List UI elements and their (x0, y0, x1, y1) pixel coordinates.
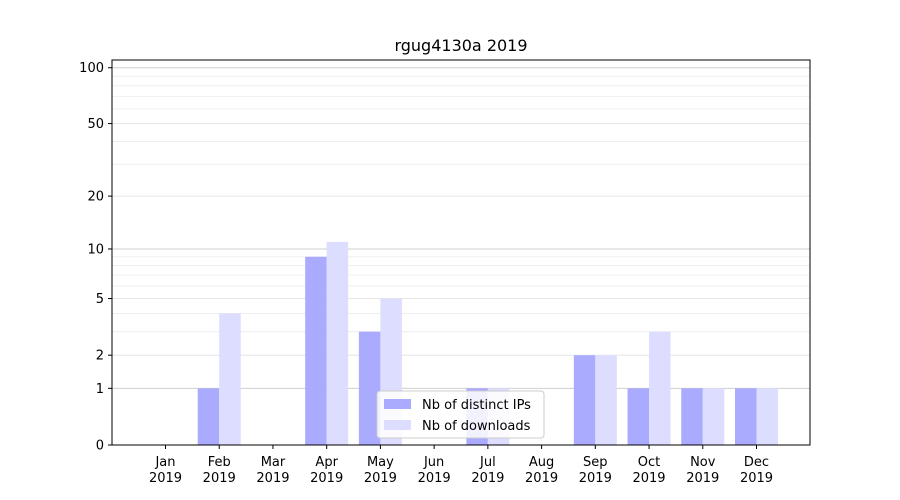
x-tick-label-year: 2019 (418, 471, 451, 486)
axes (108, 59, 811, 449)
x-tick-label-month: Apr (315, 455, 338, 470)
chart-title: rgug4130a 2019 (394, 36, 527, 55)
bar-distinct-ips-oct (627, 388, 650, 445)
y-tick-label: 1 (96, 382, 104, 397)
x-tick-label-month: Dec (744, 455, 769, 470)
y-tick-label: 0 (96, 439, 104, 454)
y-tick-label: 20 (87, 190, 104, 205)
x-tick-label-year: 2019 (471, 471, 504, 486)
legend-label: Nb of distinct IPs (422, 398, 531, 413)
bar-downloads-dec (756, 388, 778, 445)
plot-frame (111, 59, 811, 446)
bar-distinct-ips-apr (305, 256, 327, 445)
x-tick-label-year: 2019 (256, 471, 289, 486)
bar-downloads-oct (649, 331, 671, 445)
y-tick-label: 10 (87, 242, 104, 257)
legend-label: Nb of downloads (422, 419, 531, 434)
bar-distinct-ips-nov (681, 388, 703, 445)
x-tick-label-year: 2019 (525, 471, 558, 486)
bar-downloads-apr (326, 241, 349, 445)
tick-labels: 0125102050100Jan2019Feb2019Mar2019Apr201… (79, 61, 773, 486)
x-tick-label-year: 2019 (579, 471, 612, 486)
x-tick-label-month: Aug (529, 455, 554, 470)
grid-lines (112, 67, 810, 389)
y-tick-label: 100 (79, 61, 104, 76)
bar-downloads-nov (702, 388, 725, 445)
x-tick-label-month: May (367, 455, 394, 470)
x-tick-label-year: 2019 (686, 471, 719, 486)
x-tick-label-year: 2019 (310, 471, 343, 486)
x-tick-label-month: Oct (638, 455, 660, 470)
x-tick-label-month: Jan (154, 455, 175, 470)
y-tick-label: 5 (96, 292, 104, 307)
x-tick-label-month: Feb (208, 455, 231, 470)
x-tick-label-year: 2019 (149, 471, 182, 486)
y-tick-label: 50 (87, 117, 104, 132)
bar-distinct-ips-may (358, 331, 381, 445)
legend-swatch (384, 420, 411, 430)
bar-downloads-feb (219, 313, 241, 445)
x-tick-label-year: 2019 (364, 471, 397, 486)
bar-distinct-ips-sep (573, 355, 596, 445)
legend-swatch (384, 399, 411, 409)
x-tick-label-month: Mar (261, 455, 286, 470)
bar-distinct-ips-dec (735, 388, 757, 445)
x-tick-label-month: Sep (583, 455, 608, 470)
bar-downloads-sep (595, 355, 617, 445)
x-tick-label-month: Jun (423, 455, 444, 470)
legend-box (376, 390, 545, 439)
x-tick-label-year: 2019 (203, 471, 236, 486)
legend: Nb of distinct IPs Nb of downloads (376, 390, 545, 439)
x-tick-label-year: 2019 (632, 471, 665, 486)
y-tick-label: 2 (96, 349, 104, 364)
x-tick-label-year: 2019 (740, 471, 773, 486)
bar-distinct-ips-feb (197, 388, 220, 445)
bars (197, 241, 778, 445)
x-tick-label-month: Jul (479, 455, 496, 470)
x-tick-label-month: Nov (690, 455, 716, 470)
